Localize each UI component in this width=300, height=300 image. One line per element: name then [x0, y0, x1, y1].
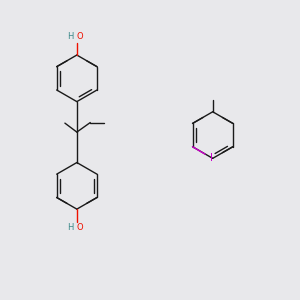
Text: I: I — [210, 153, 213, 163]
Text: H: H — [67, 223, 74, 232]
Text: O: O — [76, 223, 83, 232]
Text: O: O — [76, 32, 83, 41]
Text: H: H — [67, 32, 74, 41]
